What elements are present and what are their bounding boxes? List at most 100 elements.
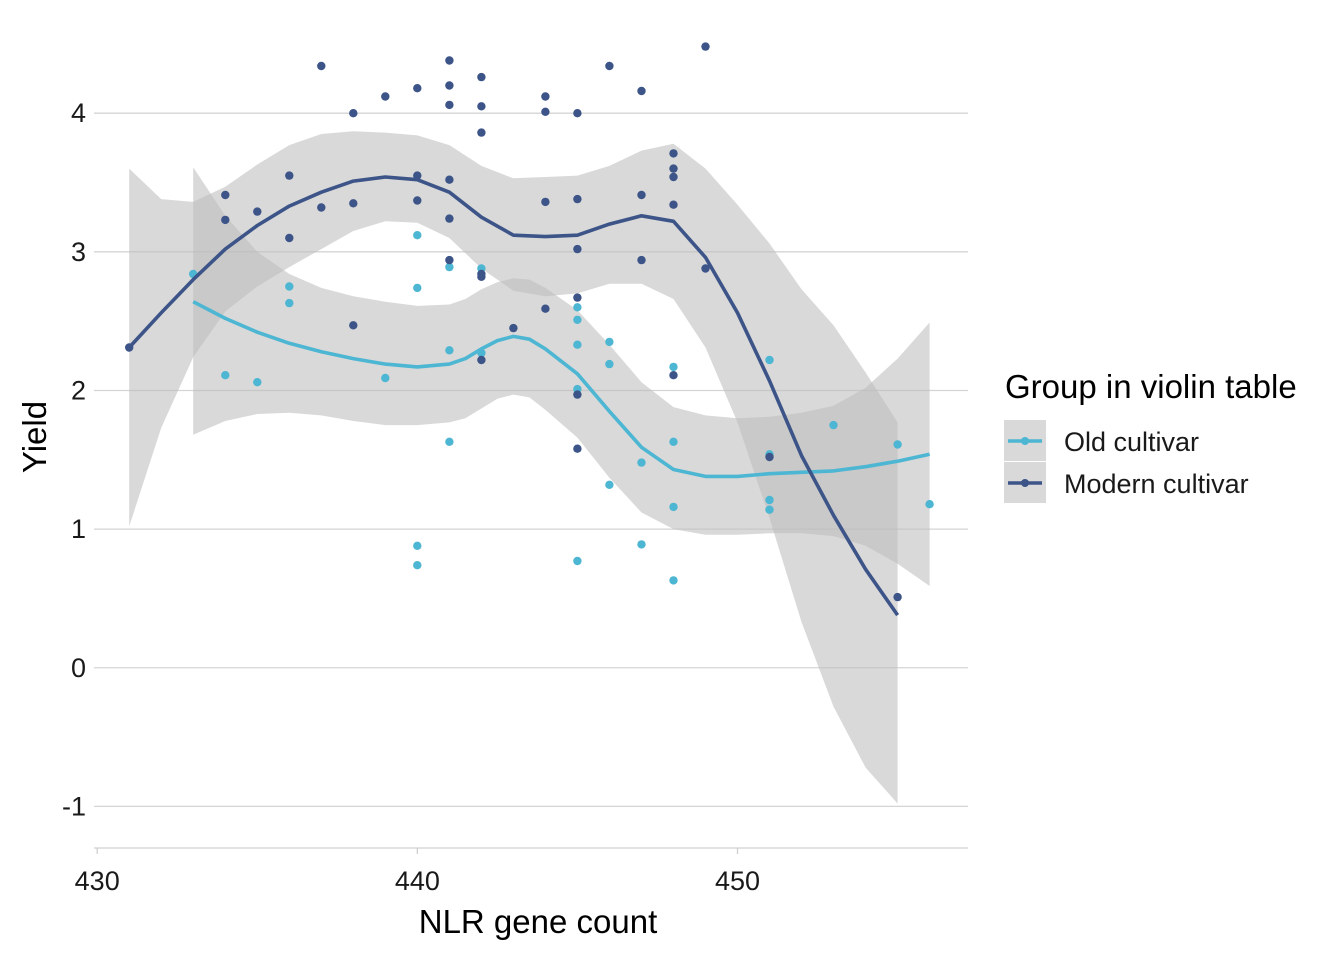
point-modern-cultivar xyxy=(541,107,550,117)
point-modern-cultivar xyxy=(893,592,902,602)
point-modern-cultivar xyxy=(573,109,582,118)
point-old-cultivar xyxy=(605,480,614,489)
x-tick-label: 450 xyxy=(715,866,760,896)
y-tick-label: 2 xyxy=(71,375,86,405)
point-modern-cultivar xyxy=(605,61,614,71)
legend-label-old-cultivar: Old cultivar xyxy=(1064,427,1199,457)
point-modern-cultivar xyxy=(701,264,710,273)
point-modern-cultivar xyxy=(413,84,422,93)
point-modern-cultivar xyxy=(669,200,678,209)
point-modern-cultivar xyxy=(285,171,294,180)
point-modern-cultivar xyxy=(541,304,550,313)
point-old-cultivar xyxy=(573,303,582,312)
point-modern-cultivar xyxy=(445,175,454,184)
point-modern-cultivar xyxy=(477,272,486,281)
point-modern-cultivar xyxy=(285,233,294,243)
y-tick-label: 0 xyxy=(71,653,86,683)
point-old-cultivar xyxy=(573,556,582,566)
point-modern-cultivar xyxy=(477,355,486,365)
legend-key-modern-cultivar xyxy=(1004,462,1046,503)
point-old-cultivar xyxy=(637,540,646,549)
point-modern-cultivar xyxy=(669,371,678,380)
point-old-cultivar xyxy=(253,378,262,387)
point-modern-cultivar xyxy=(445,81,454,90)
point-old-cultivar xyxy=(893,440,902,449)
point-old-cultivar xyxy=(381,373,390,383)
point-old-cultivar xyxy=(765,495,774,505)
point-modern-cultivar xyxy=(765,452,774,462)
point-modern-cultivar xyxy=(477,72,486,82)
point-old-cultivar xyxy=(669,437,678,446)
x-tick-label: 440 xyxy=(395,866,440,896)
y-tick-label: 4 xyxy=(71,98,86,128)
point-old-cultivar xyxy=(445,437,454,446)
point-modern-cultivar xyxy=(317,61,326,71)
point-old-cultivar xyxy=(413,283,422,293)
point-old-cultivar xyxy=(413,231,422,240)
confidence-bands xyxy=(129,131,930,804)
point-modern-cultivar xyxy=(477,128,486,137)
point-modern-cultivar xyxy=(253,207,262,216)
point-old-cultivar xyxy=(285,298,294,308)
point-modern-cultivar xyxy=(573,194,582,204)
point-modern-cultivar xyxy=(573,293,582,302)
point-old-cultivar xyxy=(829,420,838,430)
point-old-cultivar xyxy=(221,371,230,380)
x-axis-ticks: 430 440 450 xyxy=(75,848,760,896)
point-modern-cultivar xyxy=(349,109,358,118)
point-old-cultivar xyxy=(445,262,454,272)
y-axis-title: Yield xyxy=(16,401,53,473)
point-modern-cultivar xyxy=(413,171,422,180)
point-old-cultivar xyxy=(573,340,582,349)
point-modern-cultivar xyxy=(445,255,454,265)
point-modern-cultivar xyxy=(477,102,486,111)
point-modern-cultivar xyxy=(701,42,710,51)
point-old-cultivar xyxy=(765,355,774,365)
point-modern-cultivar xyxy=(509,323,518,333)
point-old-cultivar xyxy=(573,315,582,324)
legend-title: Group in violin table xyxy=(1005,368,1297,405)
x-axis-title: NLR gene count xyxy=(419,903,658,940)
y-tick-label: 1 xyxy=(71,514,86,544)
point-modern-cultivar xyxy=(541,92,550,101)
point-old-cultivar xyxy=(413,561,422,570)
point-old-cultivar xyxy=(605,359,614,369)
legend-key-old-cultivar xyxy=(1004,420,1046,461)
smooth-lines xyxy=(127,175,930,617)
point-modern-cultivar xyxy=(669,149,678,158)
point-modern-cultivar xyxy=(413,196,422,205)
point-modern-cultivar xyxy=(445,56,454,65)
point-modern-cultivar xyxy=(317,203,326,212)
point-modern-cultivar xyxy=(349,321,358,330)
point-modern-cultivar xyxy=(541,197,550,207)
point-modern-cultivar xyxy=(221,215,230,225)
point-old-cultivar xyxy=(445,346,454,355)
point-modern-cultivar xyxy=(637,86,646,96)
point-modern-cultivar xyxy=(221,190,230,200)
point-old-cultivar xyxy=(925,500,934,509)
x-tick-label: 430 xyxy=(75,866,120,896)
point-modern-cultivar xyxy=(381,92,390,101)
ci-band-old-cultivar xyxy=(193,167,930,587)
smooth-line-modern-cultivar xyxy=(127,175,900,617)
smooth-line-old-cultivar xyxy=(192,300,930,479)
point-modern-cultivar xyxy=(669,164,678,173)
point-old-cultivar xyxy=(605,337,614,347)
point-old-cultivar xyxy=(637,458,646,467)
point-modern-cultivar xyxy=(445,214,454,223)
point-old-cultivar xyxy=(669,576,678,585)
point-modern-cultivar xyxy=(669,172,678,182)
ci-band-modern-cultivar xyxy=(129,131,898,804)
point-modern-cultivar xyxy=(573,244,582,254)
point-old-cultivar xyxy=(285,282,294,291)
point-modern-cultivar xyxy=(637,255,646,265)
point-old-cultivar xyxy=(669,362,678,372)
y-tick-label: -1 xyxy=(62,791,86,821)
y-tick-label: 3 xyxy=(71,237,86,267)
point-old-cultivar xyxy=(765,505,774,514)
point-modern-cultivar xyxy=(573,390,582,399)
point-old-cultivar xyxy=(413,541,422,550)
point-modern-cultivar xyxy=(349,199,358,208)
point-modern-cultivar xyxy=(573,444,582,453)
